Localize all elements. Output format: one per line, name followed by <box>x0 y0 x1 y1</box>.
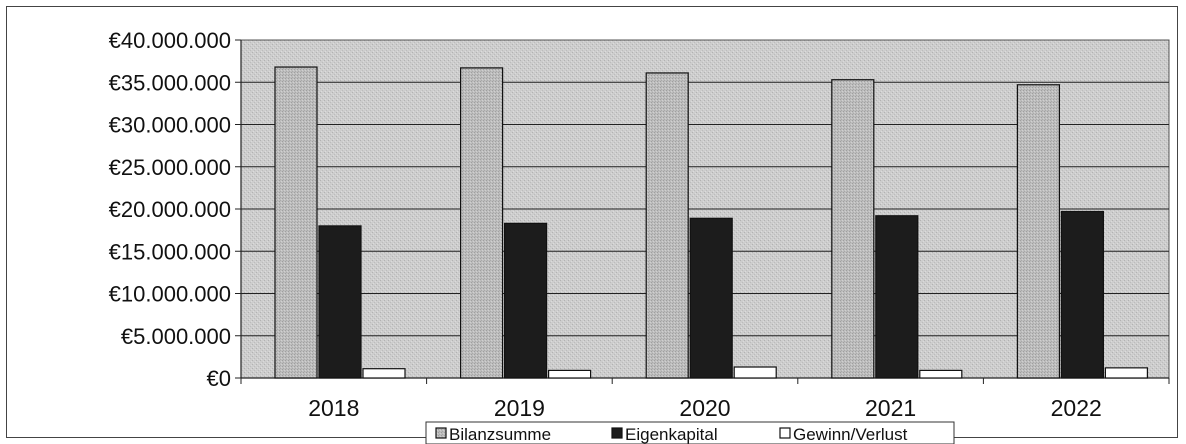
legend-label: Eigenkapital <box>625 425 718 444</box>
bar-gewinn-verlust-2020 <box>733 366 777 379</box>
x-tick-label: 2022 <box>1051 395 1102 421</box>
bar-eigenkapital-2021 <box>875 215 919 379</box>
y-tick-label: €20.000.000 <box>109 197 231 222</box>
bar-bilanzsumme-2021 <box>831 79 875 379</box>
y-tick-label: €15.000.000 <box>109 239 231 264</box>
legend-box <box>425 421 955 444</box>
y-tick-label: €35.000.000 <box>109 70 231 95</box>
bar-bilanzsumme-2020 <box>645 72 689 379</box>
y-tick-label: €0 <box>207 366 231 391</box>
x-tick-label: 2020 <box>679 395 730 421</box>
y-tick-label: €40.000.000 <box>109 28 231 53</box>
x-tick-label: 2019 <box>494 395 545 421</box>
bar-gewinn-verlust-2021 <box>919 369 963 379</box>
bar-eigenkapital-2022 <box>1060 210 1105 379</box>
bar-gewinn-verlust-2019 <box>547 369 592 379</box>
y-tick-label: €5.000.000 <box>121 324 231 349</box>
x-tick-label: 2021 <box>865 395 916 421</box>
bar-bilanzsumme-2019 <box>460 67 504 379</box>
y-tick-label: €10.000.000 <box>109 282 231 307</box>
legend-swatch-gewinn-verlust <box>779 427 791 439</box>
bar-eigenkapital-2019 <box>504 222 548 379</box>
legend-swatch-bilanzsumme <box>435 427 447 439</box>
legend: Bilanzsumme Eigenkapital Gewinn/Verlust <box>425 421 955 444</box>
bar-gewinn-verlust-2022 <box>1104 367 1149 379</box>
bar-bilanzsumme-2022 <box>1016 84 1061 379</box>
legend-label: Bilanzsumme <box>449 425 551 444</box>
y-tick-label: €25.000.000 <box>109 155 231 180</box>
bar-bilanzsumme-2018 <box>274 66 318 379</box>
y-tick-label: €30.000.000 <box>109 113 231 138</box>
bars <box>274 66 1149 379</box>
bar-eigenkapital-2018 <box>318 225 362 379</box>
bar-eigenkapital-2020 <box>689 217 733 379</box>
legend-label: Gewinn/Verlust <box>793 425 908 444</box>
legend-swatch-eigenkapital <box>611 427 623 439</box>
bar-gewinn-verlust-2018 <box>362 368 406 379</box>
y-axis: €0 €5.000.000 €10.000.000 €15.000.000 €20.00… <box>109 28 242 391</box>
x-axis: 2018 2019 2020 2021 2022 <box>240 377 1170 421</box>
x-tick-label: 2018 <box>308 395 359 421</box>
